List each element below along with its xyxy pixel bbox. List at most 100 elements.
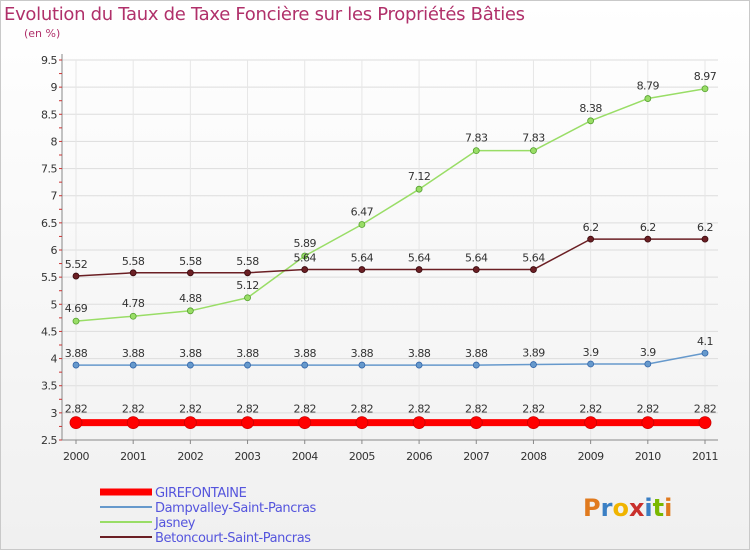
data-label: 6.2 bbox=[583, 221, 599, 234]
logo-letter: i bbox=[664, 494, 672, 522]
grid-lines bbox=[62, 59, 718, 441]
data-point bbox=[355, 416, 369, 430]
logo-letter: i bbox=[644, 494, 652, 522]
data-label: 3.89 bbox=[522, 347, 545, 360]
data-point bbox=[244, 294, 251, 302]
y-tick-label: 6.5 bbox=[41, 217, 57, 230]
data-label: 3.9 bbox=[583, 346, 599, 359]
data-label: 6.2 bbox=[640, 221, 656, 234]
y-tick-label: 9 bbox=[51, 81, 58, 94]
data-label: 2.82 bbox=[522, 403, 545, 416]
x-tick-label: 2001 bbox=[120, 450, 146, 463]
y-tick-label: 7.5 bbox=[41, 163, 57, 176]
y-tick-label: 8 bbox=[51, 135, 58, 148]
data-label: 5.64 bbox=[408, 252, 431, 265]
data-label: 7.12 bbox=[408, 170, 431, 183]
logo-text: Proxiti bbox=[583, 494, 672, 522]
data-point bbox=[530, 147, 537, 155]
legend-entry: GIREFONTAINE bbox=[155, 486, 247, 501]
x-tick-label: 2003 bbox=[235, 450, 261, 463]
logo-letter: P bbox=[583, 494, 601, 522]
data-label: 3.88 bbox=[408, 347, 431, 360]
logo-letter: x bbox=[629, 494, 645, 522]
data-point bbox=[244, 361, 251, 369]
data-label: 6.2 bbox=[697, 221, 713, 234]
x-tick-label: 2010 bbox=[635, 450, 661, 463]
data-point bbox=[701, 85, 709, 93]
series-line bbox=[75, 238, 705, 277]
data-label: 2.82 bbox=[465, 403, 488, 416]
data-label: 5.52 bbox=[65, 258, 88, 271]
data-label: 4.78 bbox=[122, 297, 145, 310]
data-label: 2.82 bbox=[579, 403, 602, 416]
data-point bbox=[72, 272, 80, 280]
data-label: 2.82 bbox=[637, 403, 660, 416]
data-label: 2.82 bbox=[122, 403, 145, 416]
data-point bbox=[472, 266, 480, 273]
data-point bbox=[530, 266, 537, 273]
y-tick-label: 3.5 bbox=[41, 380, 57, 393]
data-label: 5.12 bbox=[236, 279, 259, 292]
x-tick-label: 2008 bbox=[520, 450, 546, 463]
x-tick-label: 2007 bbox=[463, 450, 489, 463]
data-label: 3.88 bbox=[122, 347, 145, 360]
legend-entry: Betoncourt-Saint-Pancras bbox=[155, 531, 311, 546]
x-tick-label: 2006 bbox=[406, 450, 432, 463]
logo-letter: r bbox=[601, 494, 613, 522]
data-point bbox=[469, 416, 483, 430]
data-label: 5.58 bbox=[236, 255, 259, 268]
data-point bbox=[415, 266, 423, 273]
data-point bbox=[527, 416, 540, 430]
data-label: 5.64 bbox=[465, 252, 488, 265]
data-label: 5.89 bbox=[293, 237, 316, 250]
y-tick-label: 7 bbox=[51, 190, 58, 203]
series-layer bbox=[69, 85, 712, 430]
data-label: 5.64 bbox=[522, 252, 545, 265]
data-point bbox=[587, 117, 595, 125]
data-point bbox=[641, 416, 655, 430]
data-point bbox=[301, 361, 309, 369]
legend-entry: Jasney bbox=[154, 516, 196, 531]
data-point bbox=[472, 147, 480, 155]
data-label: 7.83 bbox=[465, 132, 488, 145]
data-point bbox=[301, 252, 309, 260]
y-tick-label: 6 bbox=[51, 244, 58, 257]
data-point bbox=[129, 361, 137, 369]
data-label: 2.82 bbox=[694, 403, 717, 416]
data-label: 8.97 bbox=[694, 70, 717, 83]
x-tick-label: 2002 bbox=[177, 450, 203, 463]
data-point bbox=[584, 416, 598, 430]
proxiti-logo: Proxiti bbox=[583, 494, 672, 522]
unit-label: (en %) bbox=[24, 27, 61, 40]
data-point bbox=[241, 416, 254, 430]
data-label: 2.82 bbox=[179, 403, 202, 416]
data-point bbox=[530, 361, 537, 368]
data-point bbox=[358, 266, 366, 273]
data-point bbox=[415, 185, 423, 193]
data-point bbox=[701, 235, 709, 243]
x-tick-label: 2004 bbox=[292, 450, 318, 463]
data-label: 3.88 bbox=[293, 347, 316, 360]
data-labels: 2.82 2.82 2.82 2.82 2.82 2.82 2.82 2.82 2.82 2.82… bbox=[65, 70, 717, 416]
data-point bbox=[701, 349, 709, 357]
data-label: 2.82 bbox=[408, 403, 431, 416]
data-label: 2.82 bbox=[351, 403, 374, 416]
data-point bbox=[129, 269, 137, 277]
data-point bbox=[129, 312, 137, 320]
data-label: 8.79 bbox=[637, 80, 660, 93]
y-tick-label: 2.5 bbox=[41, 434, 57, 447]
data-point bbox=[644, 95, 652, 102]
legend: GIREFONTAINEDampvalley-Saint-PancrasJasn… bbox=[100, 486, 317, 546]
data-point bbox=[186, 307, 194, 315]
data-label: 3.88 bbox=[236, 347, 259, 360]
data-label: 4.69 bbox=[65, 302, 88, 315]
data-label: 5.58 bbox=[122, 255, 145, 268]
data-label: 2.82 bbox=[293, 403, 316, 416]
data-label: 4.88 bbox=[179, 292, 202, 305]
data-point bbox=[358, 221, 366, 228]
y-tick-label: 5 bbox=[51, 298, 58, 311]
x-tick-label: 2000 bbox=[63, 450, 89, 463]
data-point bbox=[72, 317, 80, 325]
